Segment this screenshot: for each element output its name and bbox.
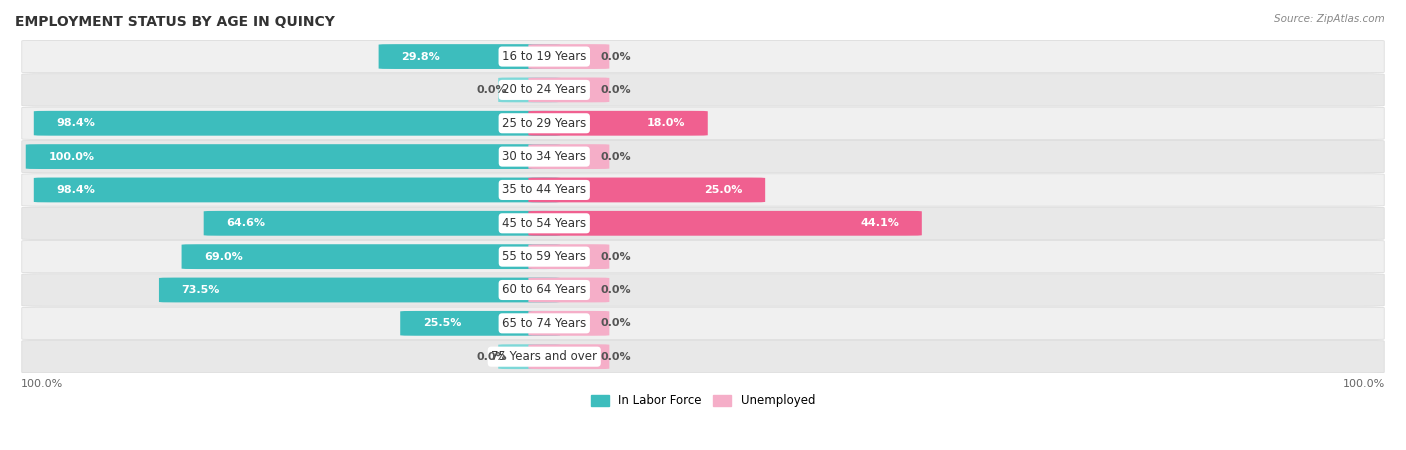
FancyBboxPatch shape xyxy=(21,40,1385,73)
Text: 25.0%: 25.0% xyxy=(704,185,742,195)
FancyBboxPatch shape xyxy=(204,211,560,236)
FancyBboxPatch shape xyxy=(21,240,1385,273)
Text: 55 to 59 Years: 55 to 59 Years xyxy=(502,250,586,263)
FancyBboxPatch shape xyxy=(529,211,922,236)
Text: EMPLOYMENT STATUS BY AGE IN QUINCY: EMPLOYMENT STATUS BY AGE IN QUINCY xyxy=(15,15,335,29)
Text: 65 to 74 Years: 65 to 74 Years xyxy=(502,317,586,330)
FancyBboxPatch shape xyxy=(21,341,1385,373)
FancyBboxPatch shape xyxy=(21,74,1385,106)
Text: 60 to 64 Years: 60 to 64 Years xyxy=(502,284,586,297)
Text: 0.0%: 0.0% xyxy=(600,318,631,328)
Text: 0.0%: 0.0% xyxy=(600,52,631,62)
FancyBboxPatch shape xyxy=(21,307,1385,339)
FancyBboxPatch shape xyxy=(25,144,560,169)
Text: 0.0%: 0.0% xyxy=(477,85,508,95)
FancyBboxPatch shape xyxy=(529,77,609,102)
Text: 16 to 19 Years: 16 to 19 Years xyxy=(502,50,586,63)
FancyBboxPatch shape xyxy=(529,178,765,202)
Text: 0.0%: 0.0% xyxy=(600,285,631,295)
FancyBboxPatch shape xyxy=(529,244,609,269)
FancyBboxPatch shape xyxy=(378,44,560,69)
Text: 0.0%: 0.0% xyxy=(600,85,631,95)
FancyBboxPatch shape xyxy=(21,107,1385,140)
Text: 0.0%: 0.0% xyxy=(600,352,631,362)
Text: 100.0%: 100.0% xyxy=(48,152,94,162)
Text: 25.5%: 25.5% xyxy=(423,318,461,328)
Text: 44.1%: 44.1% xyxy=(860,218,900,228)
Text: 64.6%: 64.6% xyxy=(226,218,266,228)
Text: 69.0%: 69.0% xyxy=(204,252,243,261)
FancyBboxPatch shape xyxy=(401,311,560,336)
Text: 98.4%: 98.4% xyxy=(56,185,96,195)
Text: 30 to 34 Years: 30 to 34 Years xyxy=(502,150,586,163)
FancyBboxPatch shape xyxy=(21,140,1385,173)
FancyBboxPatch shape xyxy=(21,274,1385,306)
FancyBboxPatch shape xyxy=(34,178,560,202)
Text: 73.5%: 73.5% xyxy=(181,285,219,295)
FancyBboxPatch shape xyxy=(498,77,560,102)
Text: 75 Years and over: 75 Years and over xyxy=(491,350,598,363)
Text: 35 to 44 Years: 35 to 44 Years xyxy=(502,184,586,197)
FancyBboxPatch shape xyxy=(21,174,1385,206)
Text: 0.0%: 0.0% xyxy=(600,152,631,162)
FancyBboxPatch shape xyxy=(21,207,1385,239)
Text: 45 to 54 Years: 45 to 54 Years xyxy=(502,217,586,230)
FancyBboxPatch shape xyxy=(181,244,560,269)
FancyBboxPatch shape xyxy=(34,111,560,135)
Text: Source: ZipAtlas.com: Source: ZipAtlas.com xyxy=(1274,14,1385,23)
FancyBboxPatch shape xyxy=(529,278,609,302)
Text: 18.0%: 18.0% xyxy=(647,118,685,128)
FancyBboxPatch shape xyxy=(529,111,707,135)
FancyBboxPatch shape xyxy=(529,44,609,69)
Text: 20 to 24 Years: 20 to 24 Years xyxy=(502,83,586,96)
Text: 98.4%: 98.4% xyxy=(56,118,96,128)
Legend: In Labor Force, Unemployed: In Labor Force, Unemployed xyxy=(588,391,818,411)
Text: 0.0%: 0.0% xyxy=(477,352,508,362)
Text: 29.8%: 29.8% xyxy=(401,52,440,62)
Text: 25 to 29 Years: 25 to 29 Years xyxy=(502,117,586,130)
FancyBboxPatch shape xyxy=(529,311,609,336)
Text: 0.0%: 0.0% xyxy=(600,252,631,261)
FancyBboxPatch shape xyxy=(529,344,609,369)
FancyBboxPatch shape xyxy=(529,144,609,169)
FancyBboxPatch shape xyxy=(498,344,560,369)
FancyBboxPatch shape xyxy=(159,278,560,302)
